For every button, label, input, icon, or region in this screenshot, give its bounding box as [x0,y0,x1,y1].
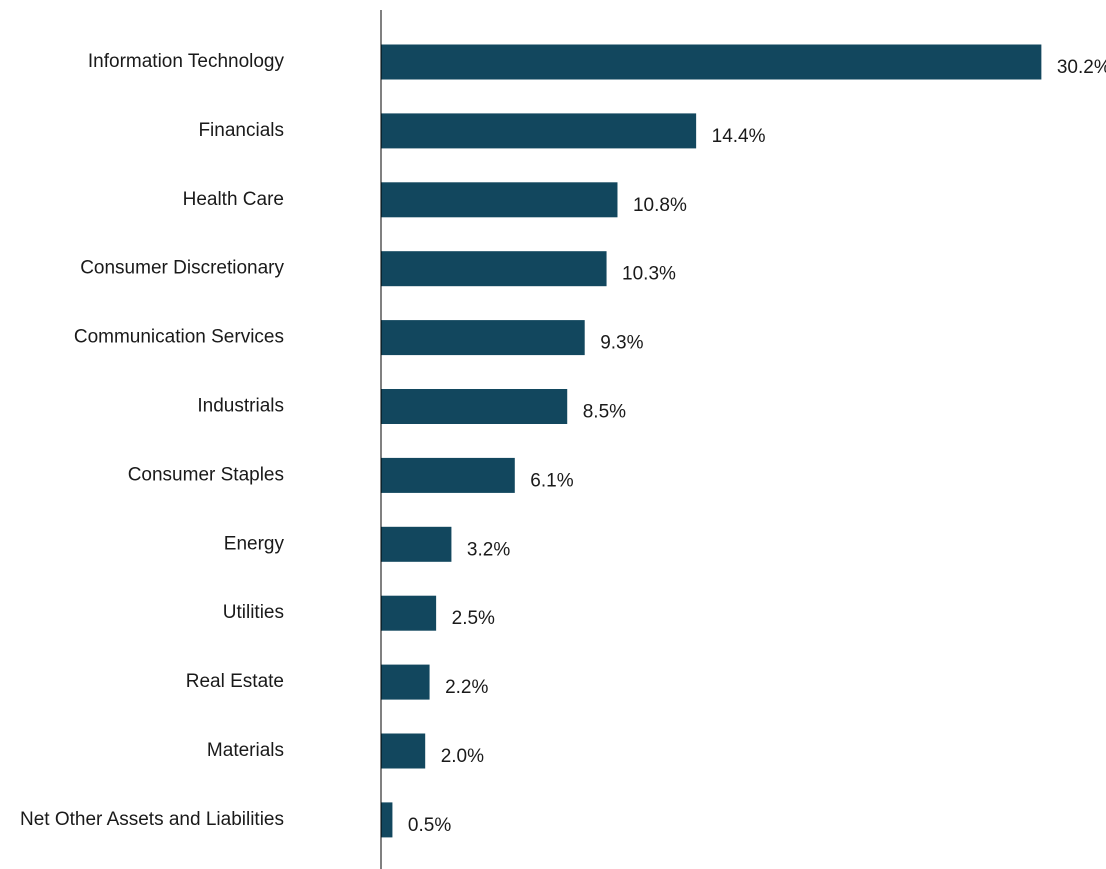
bar [381,802,393,838]
bar [381,526,452,562]
bar [381,733,426,769]
category-label: Net Other Assets and Liabilities [20,809,284,830]
bar [381,457,515,493]
bar [381,389,568,424]
bar [381,113,697,149]
category-label: Communication Services [74,327,284,348]
bar [381,251,607,287]
category-label: Health Care [183,189,284,210]
value-label: 9.3% [600,333,643,354]
category-label: Materials [207,740,284,761]
value-label: 10.3% [622,264,676,285]
value-label: 2.0% [441,746,484,767]
value-label: 2.5% [452,608,495,629]
value-label: 14.4% [712,126,766,147]
value-label: 3.2% [467,539,510,560]
bar [381,44,1042,80]
category-label: Industrials [197,396,284,417]
category-label: Consumer Discretionary [80,258,284,279]
bars-group: Information Technology 30.2% Financials 14.… [20,44,1106,838]
value-label: 2.2% [445,677,488,698]
value-label: 30.2% [1057,57,1106,78]
bar [381,182,618,218]
category-label: Financials [198,120,284,141]
value-label: 8.5% [583,402,626,423]
value-label: 10.8% [633,195,687,216]
value-label: 6.1% [530,470,573,491]
category-label: Information Technology [88,51,285,72]
bar [381,595,437,631]
category-label: Utilities [223,602,284,623]
bar [381,664,430,700]
bar [381,320,585,356]
category-label: Energy [224,533,285,554]
category-label: Real Estate [186,671,284,692]
category-label: Consumer Staples [128,464,284,485]
value-label: 0.5% [408,815,451,836]
